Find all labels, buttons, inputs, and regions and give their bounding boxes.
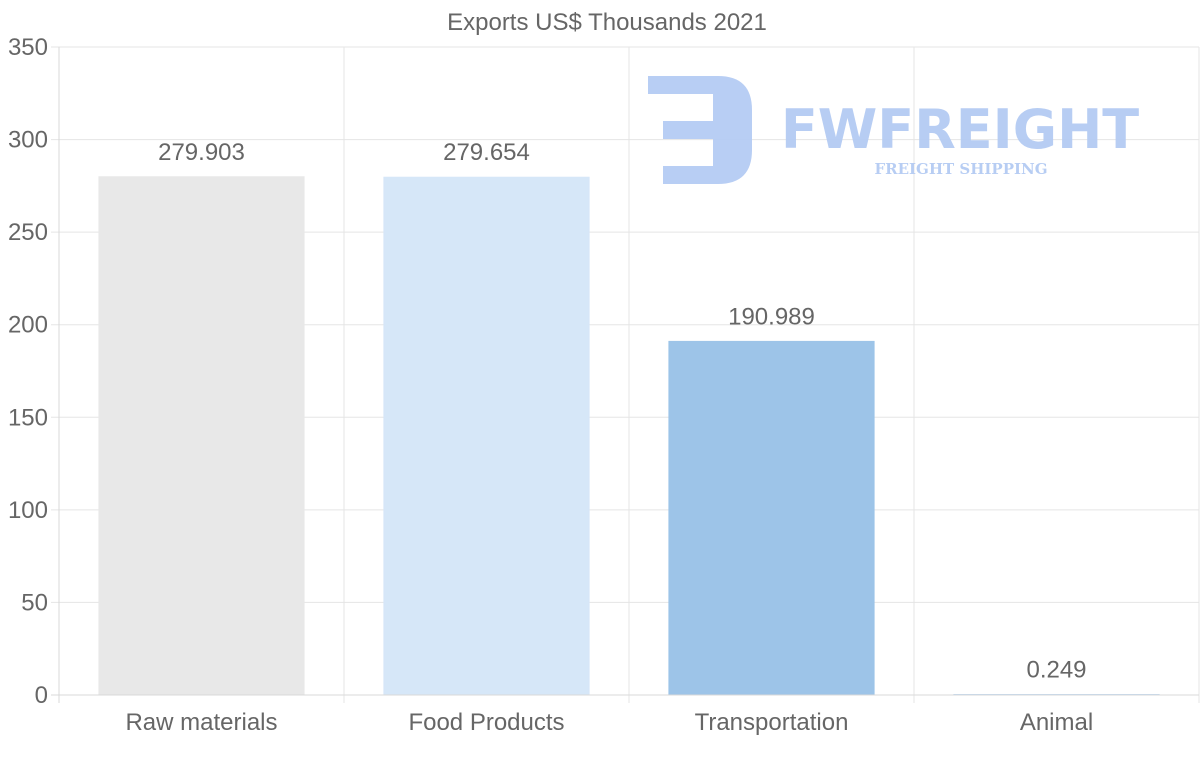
y-tick-label: 0	[35, 682, 48, 709]
labels: 0 50 100 150 200 250 300 350 279.903 Raw material…	[8, 34, 1093, 736]
bar-raw-materials	[98, 176, 305, 696]
y-tick-label: 150	[8, 404, 48, 431]
x-tick-label: Animal	[1020, 709, 1093, 736]
y-tick-label: 250	[8, 219, 48, 246]
bar-food-products	[383, 176, 590, 696]
y-tick-label: 100	[8, 497, 48, 524]
x-tick-label: Food Products	[408, 709, 564, 736]
axes	[51, 47, 1199, 703]
data-label: 279.654	[443, 139, 530, 166]
data-label: 0.249	[1026, 657, 1086, 684]
y-tick-label: 50	[21, 589, 48, 616]
data-label: 279.903	[158, 139, 245, 166]
watermark-tagline: FREIGHT SHIPPING	[874, 160, 1047, 178]
bar-transportation	[668, 340, 875, 696]
bars	[98, 176, 1160, 696]
watermark-brand: FWFREIGHT	[781, 98, 1139, 161]
x-tick-label: Raw materials	[125, 709, 277, 736]
data-label: 190.989	[728, 303, 815, 330]
watermark: FWFREIGHT FREIGHT SHIPPING	[648, 76, 1139, 184]
chart-title: Exports US$ Thousands 2021	[447, 9, 767, 36]
fwfreight-logo-icon	[648, 76, 752, 184]
y-tick-label: 200	[8, 312, 48, 339]
x-tick-label: Transportation	[695, 709, 849, 736]
y-tick-label: 350	[8, 34, 48, 61]
y-tick-label: 300	[8, 127, 48, 154]
